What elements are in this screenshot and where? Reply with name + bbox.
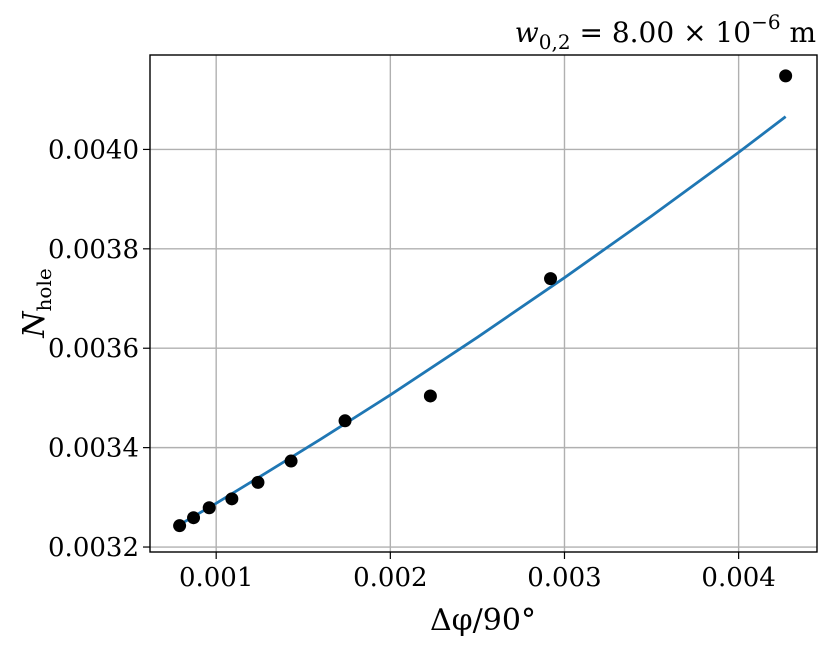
data-point	[284, 454, 298, 468]
y-tick-label: 0.0032	[48, 533, 139, 563]
data-point	[423, 389, 437, 403]
x-tick-label: 0.004	[701, 563, 775, 593]
y-axis-label-main: N	[17, 310, 52, 339]
chart-title: w0,2 = 8.00 × 10−6 m	[515, 10, 816, 54]
ticks: 0.001 0.002 0.003 0.004 0.0032 0.0034 0.0036 0.…	[48, 135, 776, 593]
title-eq: = 8.00 × 10	[571, 16, 752, 49]
x-axis-label: Δφ/90°	[430, 603, 536, 638]
title-sub: 0,2	[539, 30, 571, 54]
x-tick-label: 0.003	[527, 563, 601, 593]
data-point	[338, 414, 352, 428]
x-tick-label: 0.001	[179, 563, 253, 593]
y-axis-label-sub: hole	[32, 268, 56, 311]
y-tick-label: 0.0040	[48, 135, 139, 165]
title-unit: m	[781, 16, 816, 49]
data-point-series	[173, 69, 793, 533]
plot-frame	[149, 54, 818, 553]
y-tick-label: 0.0038	[48, 235, 139, 265]
data-point	[544, 272, 558, 286]
title-sup: −6	[751, 10, 780, 34]
fit-line-series	[178, 115, 787, 526]
data-point	[251, 475, 265, 489]
y-axis-label: Nhole	[17, 268, 56, 338]
data-point	[225, 492, 239, 506]
grid	[150, 55, 817, 552]
x-tick-label: 0.002	[353, 563, 427, 593]
data-point	[779, 69, 793, 83]
y-tick-label: 0.0036	[48, 334, 139, 364]
data-point	[173, 519, 187, 533]
title-main: w	[515, 16, 539, 49]
data-point	[187, 511, 201, 525]
fit-line	[178, 115, 787, 526]
data-point	[202, 501, 216, 515]
y-tick-label: 0.0034	[48, 434, 139, 464]
